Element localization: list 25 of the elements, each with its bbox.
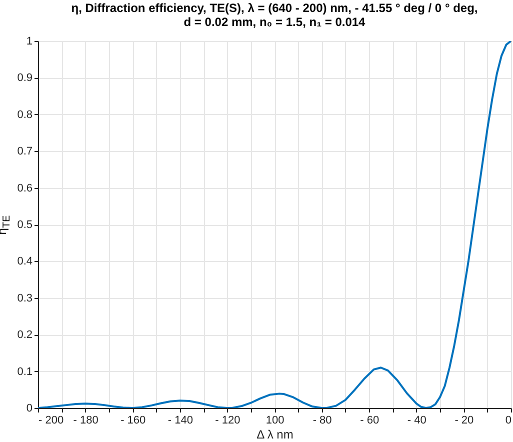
x-tick-label: - 140 <box>168 414 193 426</box>
x-tick-label: - 160 <box>120 414 146 426</box>
y-tick-label: 0.2 <box>17 329 32 342</box>
y-tick-label: 0.6 <box>17 182 32 194</box>
x-tick-label: 0 <box>505 414 512 426</box>
x-tick-label: - 120 <box>215 414 240 426</box>
y-tick-label: 0.8 <box>17 108 32 121</box>
y-tick-label: 0.9 <box>17 72 32 84</box>
x-tick-label: - 40 <box>407 414 426 426</box>
x-tick-label: - 80 <box>312 414 332 426</box>
y-tick-label: 0 <box>26 402 32 414</box>
y-tick-label: 0.5 <box>17 219 32 231</box>
y-tick-label: 1 <box>26 36 32 48</box>
y-tick-label: 0.1 <box>17 366 32 378</box>
x-tick-label: - 200 <box>38 414 64 426</box>
x-tick-label: - 60 <box>360 414 380 426</box>
x-tick-label: - 20 <box>454 414 474 426</box>
y-tick-label: 0.4 <box>17 256 32 268</box>
x-axis-title: Δ λ nm <box>256 428 294 442</box>
x-tick-label: - 180 <box>73 414 98 426</box>
x-tick-label: 100 <box>266 414 284 426</box>
y-tick-label: 0.3 <box>17 292 32 304</box>
text: d = 0.02 mm, n₀ = 1.5, n₁ = 0.014 <box>184 15 366 29</box>
y-tick-label: 0.7 <box>17 146 32 158</box>
text: η, Diffraction efficiency, TE(S), λ = (640 - 200) nm, - 41.55 ° deg / 0 ° deg, <box>71 1 478 15</box>
